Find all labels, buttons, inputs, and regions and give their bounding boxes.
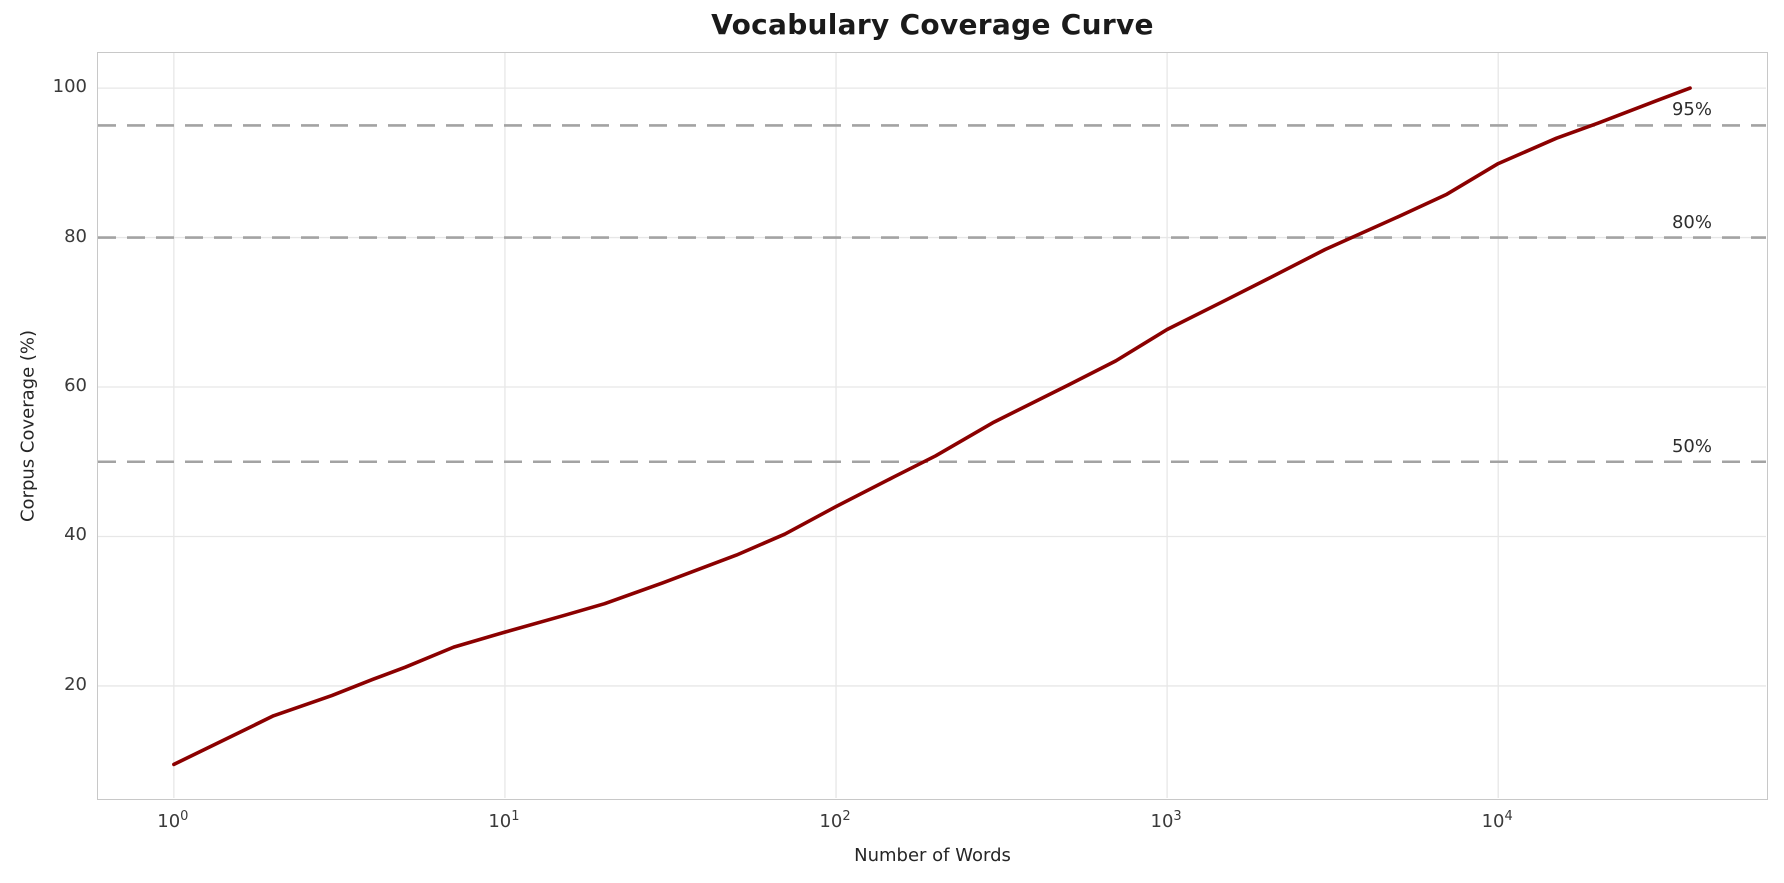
x-tick-label: 104 (1481, 809, 1513, 832)
y-tick-label: 80 (64, 225, 87, 247)
plot-canvas (98, 53, 1766, 798)
x-tick-label: 101 (488, 809, 520, 832)
y-axis-label: Corpus Coverage (%) (17, 329, 39, 523)
y-tick-label: 40 (64, 524, 87, 546)
x-tick-label: 102 (819, 809, 851, 832)
threshold-label: 80% (1671, 211, 1712, 233)
plot-area: 50% 80% 95% (97, 52, 1768, 800)
x-axis-label: Number of Words (854, 845, 1011, 866)
threshold-label: 95% (1671, 99, 1712, 121)
coverage-curve (172, 86, 1692, 767)
y-tick-label: 100 (52, 76, 87, 98)
x-tick-label: 100 (157, 809, 189, 832)
x-tick-label: 103 (1150, 809, 1182, 832)
y-tick-label: 60 (64, 375, 87, 397)
threshold-label: 50% (1671, 435, 1712, 457)
chart-title: Vocabulary Coverage Curve (711, 8, 1154, 41)
y-tick-label: 20 (64, 673, 87, 695)
